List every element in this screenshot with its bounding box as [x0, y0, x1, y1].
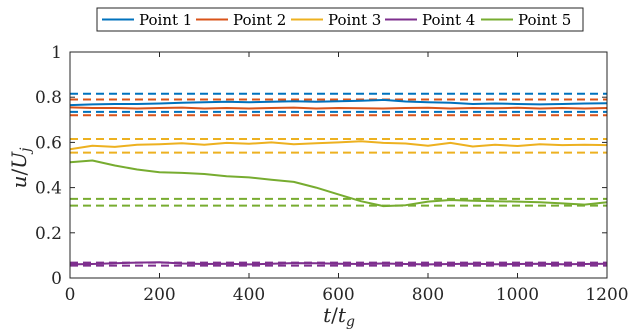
series-line-3 [69, 140, 608, 151]
series-line-2 [69, 106, 608, 110]
y-tick-label: 0.4 [35, 179, 62, 199]
series-line-1 [69, 98, 608, 107]
y-tick-label: 0 [51, 269, 62, 289]
x-tick-label: 800 [412, 285, 444, 305]
x-axis-label: t/tg [323, 303, 355, 330]
y-tick-label: 0.2 [35, 224, 62, 244]
x-tick-label: 400 [233, 285, 265, 305]
x-tick-label: 1000 [496, 285, 539, 305]
y-tick-label: 0.6 [35, 133, 62, 153]
legend-label-2: Point 2 [233, 11, 286, 29]
legend-label-4: Point 4 [422, 11, 475, 29]
series-line-4 [69, 261, 608, 266]
x-tick-label: 1200 [585, 285, 628, 305]
legend-label-1: Point 1 [139, 11, 192, 29]
legend: Point 1 Point 2 Point 3 Point 4 Point 5 [96, 7, 584, 32]
legend-label-5: Point 5 [518, 11, 571, 29]
y-tick-label: 0.8 [35, 88, 62, 108]
x-tick-label: 200 [143, 285, 175, 305]
legend-box [96, 7, 584, 32]
x-tick-label: 600 [322, 285, 354, 305]
legend-label-3: Point 3 [328, 11, 381, 29]
plot-area [69, 92, 608, 267]
axes: 0 200 400 600 800 1000 1200 0 0.2 0.4 0.6 0.8 1 [35, 43, 629, 305]
plot-frame [69, 51, 608, 279]
series-line-5 [69, 159, 608, 208]
y-axis-label: u/Uj [7, 147, 34, 189]
y-tick-label: 1 [51, 43, 62, 63]
x-tick-label: 0 [65, 285, 76, 305]
